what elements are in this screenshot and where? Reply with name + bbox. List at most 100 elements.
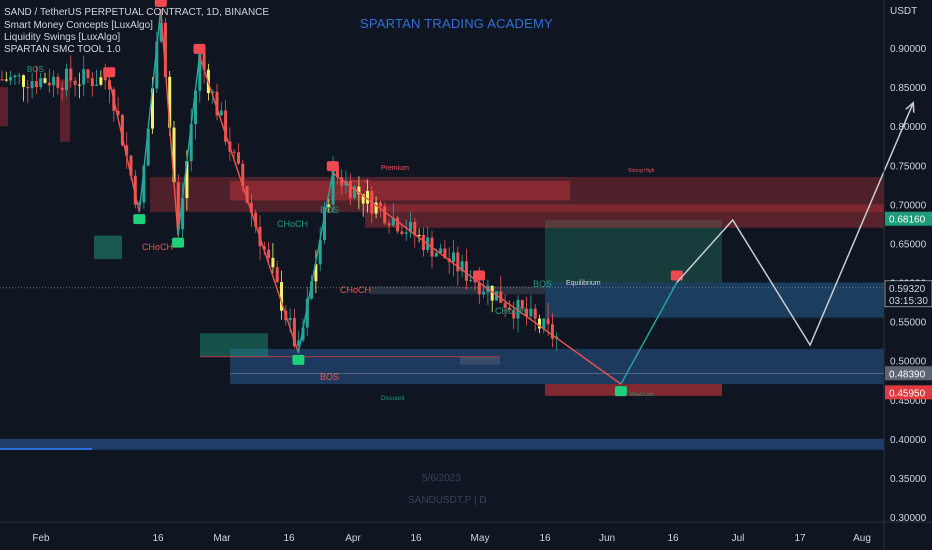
candle-body — [26, 86, 30, 89]
candle-body — [43, 78, 47, 83]
candle-body — [56, 76, 60, 88]
candle-body — [194, 90, 197, 125]
x-tick-label: Jun — [599, 533, 615, 544]
x-tick-label: 16 — [539, 533, 551, 544]
swing-low-marker[interactable] — [292, 354, 305, 365]
candle-body — [366, 190, 369, 204]
candle-body — [301, 327, 305, 341]
choch-label: CHoCH — [277, 219, 308, 229]
candle-body — [271, 257, 275, 268]
candle-body — [275, 267, 279, 283]
candle-body — [353, 186, 357, 198]
y-tick-label: 0.40000 — [890, 435, 927, 446]
candle-body — [516, 299, 520, 319]
order-block — [0, 87, 8, 127]
candle-body — [95, 84, 99, 86]
candle-body — [335, 165, 339, 178]
swing-high-marker[interactable] — [154, 0, 167, 7]
swing-line — [332, 172, 480, 284]
candle-body — [550, 324, 554, 339]
symbol-title: SAND / TetherUS PERPETUAL CONTRACT, 1D, … — [4, 7, 270, 18]
candle-body — [65, 68, 68, 90]
bos-label: BOS — [27, 65, 44, 74]
candle-body — [17, 75, 21, 77]
candle-body — [404, 232, 408, 234]
candle-body — [434, 252, 438, 257]
y-tick-label: 0.70000 — [890, 200, 927, 211]
indicator-liquidity-swings[interactable]: Liquidity Swings [LuxAlgo] — [4, 32, 121, 43]
candle-body — [387, 223, 391, 226]
candle-body — [396, 217, 400, 232]
candle-body — [103, 77, 107, 81]
candle-body — [155, 41, 159, 89]
order-block — [365, 204, 884, 228]
swing-high-marker[interactable] — [670, 270, 683, 281]
projection-path — [676, 102, 914, 347]
x-tick-label: Mar — [213, 533, 231, 544]
x-tick-label: 16 — [667, 533, 679, 544]
y-tick-label: 0.80000 — [890, 122, 927, 133]
x-tick-label: Jul — [732, 533, 745, 544]
swing-low-marker[interactable] — [614, 386, 627, 397]
swing-high-marker[interactable] — [326, 161, 339, 172]
swing-high-marker[interactable] — [193, 43, 206, 54]
candle-body — [323, 207, 326, 241]
candle-body — [495, 291, 498, 301]
candle-body — [267, 249, 271, 258]
candle-body — [443, 248, 447, 259]
price-tag-bg — [885, 366, 932, 381]
order-block — [545, 384, 722, 396]
candle-body — [310, 281, 314, 299]
candle-body — [512, 310, 516, 319]
x-tick-label: Aug — [853, 533, 871, 544]
candle-body — [30, 81, 34, 89]
candle-body — [215, 91, 219, 116]
price-tag: 0.48390 — [885, 366, 932, 381]
candle-body — [9, 77, 13, 81]
swing-low-marker[interactable] — [172, 237, 184, 248]
indicator-spartan[interactable]: SPARTAN SMC TOOL 1.0 — [4, 44, 121, 55]
swing-high-marker[interactable] — [473, 270, 485, 281]
bos-label: BOS — [320, 205, 339, 215]
candle-body — [378, 202, 382, 207]
y-tick-label: 0.85000 — [890, 83, 927, 94]
price-tag-label: 0.59320 — [889, 284, 926, 295]
candle-body — [90, 77, 94, 86]
candle-body — [409, 222, 412, 233]
candle-body — [482, 291, 486, 295]
candle-body — [374, 202, 378, 214]
candle-body — [400, 231, 404, 234]
candle-body — [237, 152, 240, 164]
order-block — [94, 235, 122, 260]
candle-body — [538, 318, 541, 329]
candle-body — [533, 308, 537, 319]
currency-label: USDT — [890, 6, 918, 17]
swing-high-marker[interactable] — [103, 67, 116, 78]
order-block — [370, 286, 545, 295]
candle-body — [456, 252, 460, 272]
order-block — [230, 180, 570, 201]
price-tag-bg — [884, 280, 932, 308]
candle-body — [52, 76, 56, 86]
x-tick-label: 16 — [152, 533, 164, 544]
candle-body — [452, 252, 455, 262]
candle-body — [525, 308, 529, 317]
candle-body — [305, 298, 309, 328]
price-tag-bg — [885, 211, 932, 226]
swing-low-marker[interactable] — [133, 214, 146, 225]
candle-body — [473, 279, 477, 283]
candle-body — [146, 128, 150, 166]
price-tag-label: 0.48390 — [889, 369, 926, 380]
x-tick-label: Apr — [345, 533, 361, 544]
candle-body — [129, 155, 133, 176]
candle-body — [116, 110, 120, 115]
projection-arrow-head — [905, 101, 915, 113]
x-tick-label: 17 — [794, 533, 806, 544]
indicator-smc[interactable]: Smart Money Concepts [LuxAlgo] — [4, 20, 153, 31]
candle-body — [120, 114, 124, 146]
candle-body — [60, 87, 64, 90]
candle-body — [224, 110, 228, 142]
candle-body — [189, 124, 193, 162]
